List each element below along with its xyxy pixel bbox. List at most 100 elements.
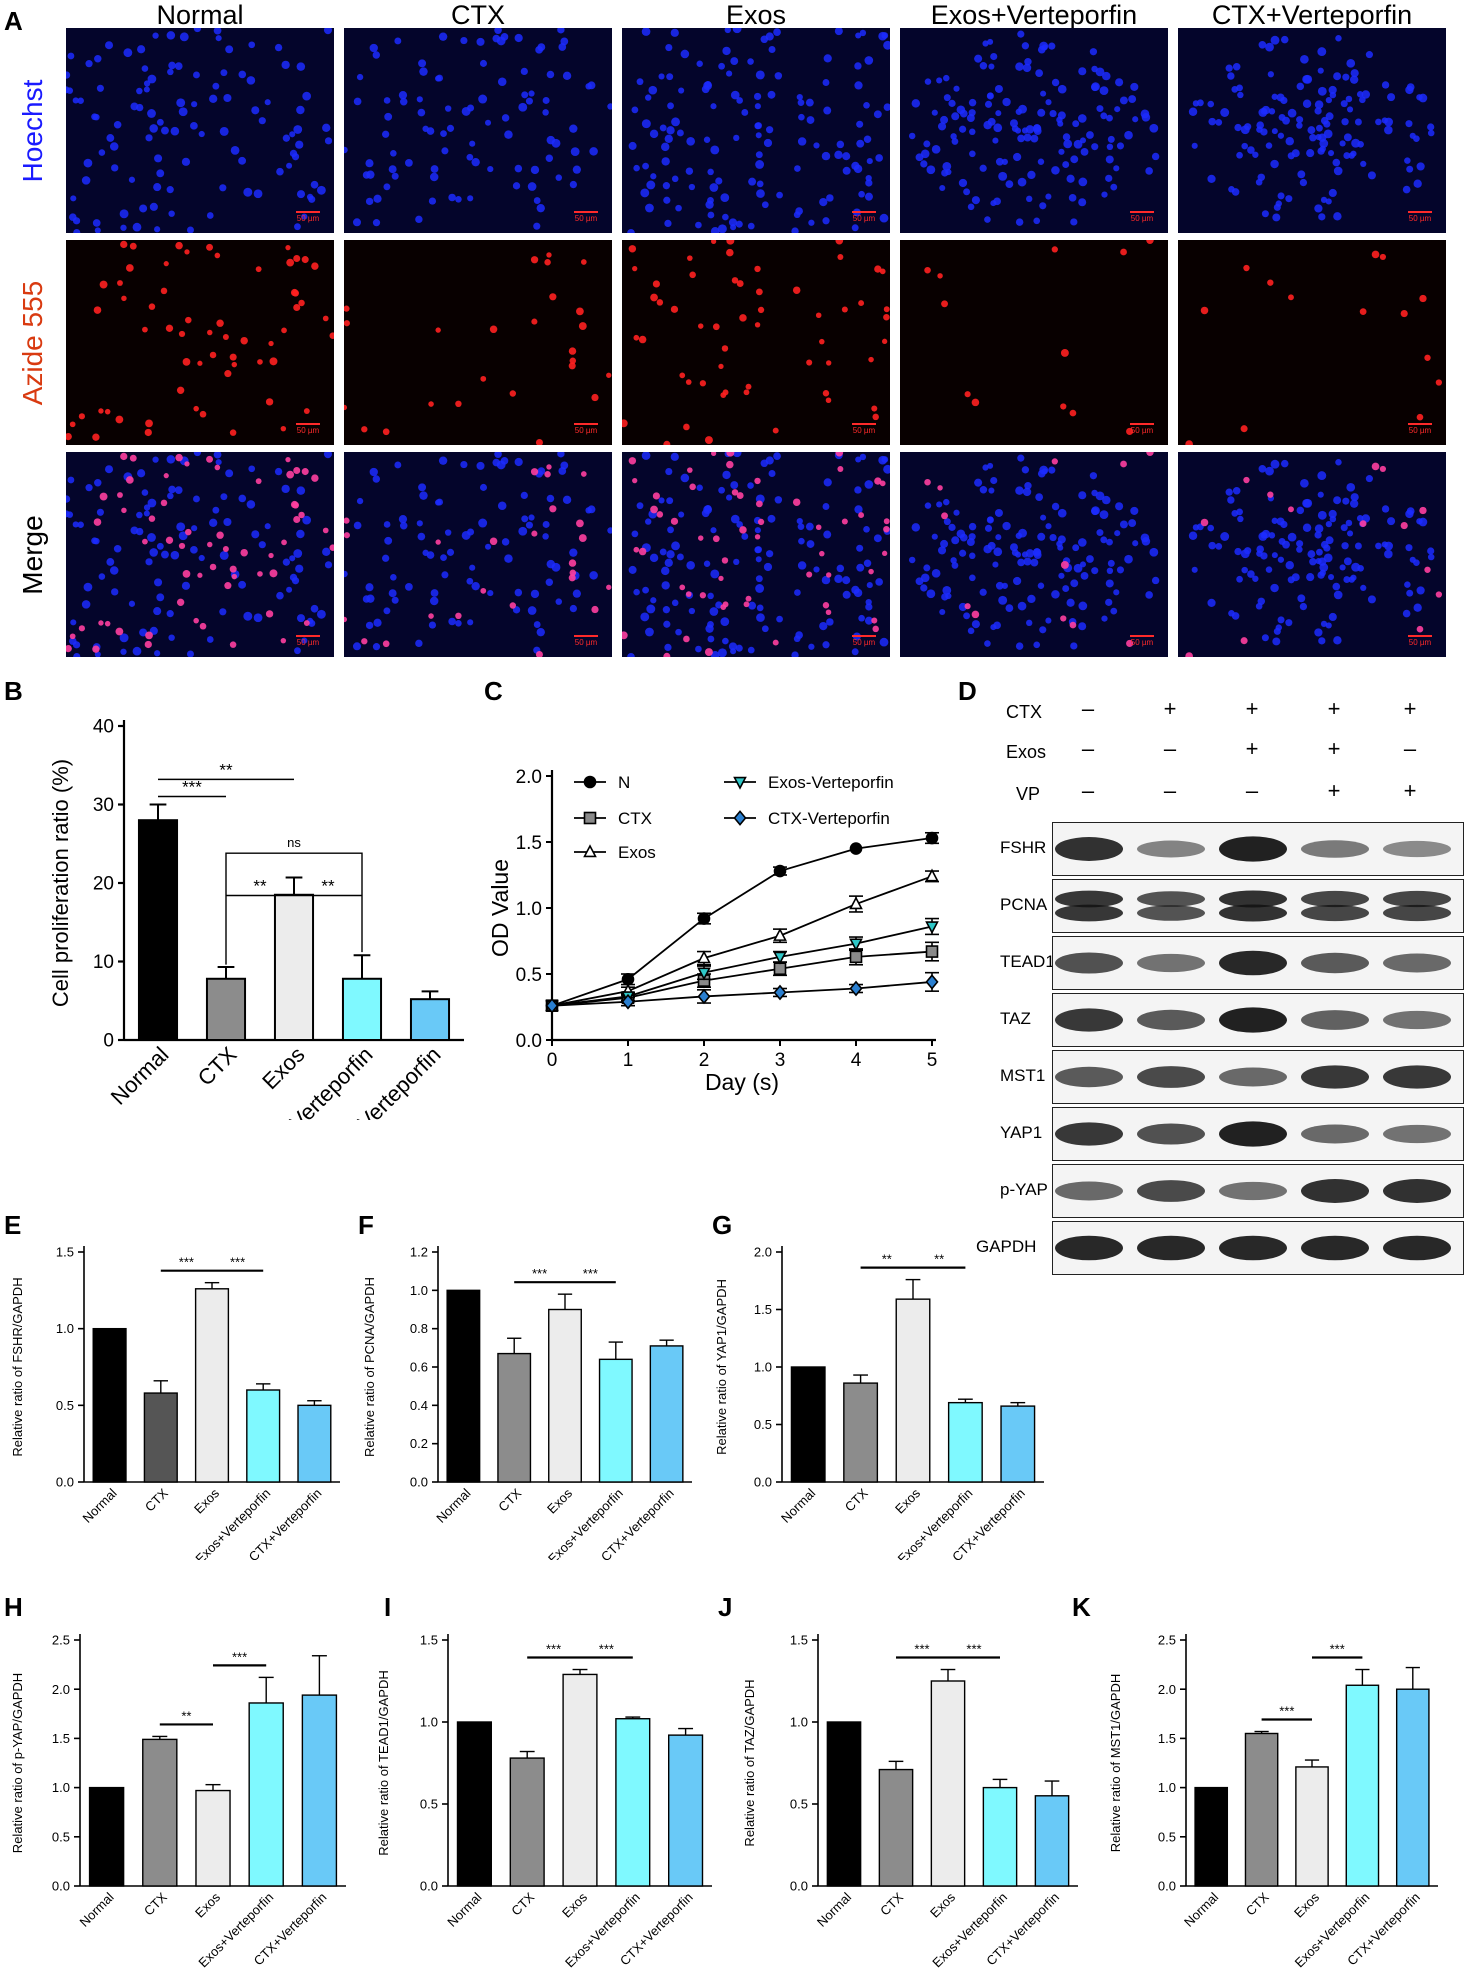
labeled-nucleus: [129, 242, 137, 250]
labeled-nucleus: [757, 518, 765, 526]
nucleus: [756, 189, 765, 198]
nucleus: [1316, 548, 1323, 556]
labeled-nucleus: [197, 360, 203, 366]
nucleus: [1017, 558, 1025, 567]
nucleus: [149, 548, 158, 557]
nucleus: [995, 157, 1004, 166]
nucleus: [1348, 152, 1355, 159]
nucleus: [1070, 155, 1079, 164]
nucleus: [109, 142, 119, 151]
nucleus: [940, 539, 949, 548]
labeled-nucleus: [66, 644, 72, 653]
nucleus: [310, 180, 319, 189]
nucleus: [206, 212, 214, 219]
nucleus: [154, 650, 161, 657]
nucleus: [645, 94, 652, 101]
nucleus: [168, 61, 176, 70]
nucleus: [920, 160, 928, 168]
labeled-nucleus: [544, 471, 551, 478]
nucleus: [1227, 72, 1235, 80]
labeled-nucleus: [546, 464, 552, 470]
labeled-nucleus: [125, 476, 134, 484]
nucleus: [660, 142, 670, 152]
bar: [195, 1789, 231, 1887]
labeled-nucleus: [822, 602, 830, 609]
nucleus: [863, 525, 870, 533]
labeled-nucleus: [1051, 458, 1058, 465]
bar: [843, 1382, 879, 1483]
y-tick-label: 0.0: [52, 1879, 70, 1894]
labeled-nucleus: [964, 391, 971, 398]
nucleus: [821, 151, 831, 161]
nucleus: [1342, 73, 1350, 81]
blot-band: [1383, 904, 1451, 922]
nucleus: [399, 98, 408, 106]
series-line: [551, 837, 933, 1007]
y-tick-label: 2.0: [52, 1682, 70, 1697]
nucleus: [670, 28, 679, 37]
nucleus: [1323, 544, 1331, 552]
nucleus: [987, 38, 994, 45]
nucleus: [1232, 486, 1241, 495]
nucleus: [1405, 544, 1413, 552]
microscopy-image: 50 µm: [622, 240, 890, 445]
nucleus: [441, 147, 449, 155]
nucleus: [94, 479, 102, 487]
nucleus: [796, 518, 803, 525]
blot-strip: [1052, 993, 1464, 1047]
nucleus: [1270, 35, 1280, 45]
nucleus: [264, 99, 271, 106]
blot-band: [1383, 840, 1451, 858]
scale-bar-label: 50 µm: [1408, 214, 1432, 223]
y-axis-label: Cell proliferation ratio (%): [48, 759, 73, 1007]
nucleus: [1360, 584, 1367, 591]
labeled-nucleus: [285, 245, 291, 251]
microscopy-image: 50 µm: [344, 452, 612, 657]
nucleus: [710, 226, 720, 233]
nucleus: [943, 74, 950, 82]
nucleus: [1252, 575, 1259, 582]
blot-band: [1219, 1067, 1287, 1087]
labeled-nucleus: [1240, 425, 1248, 433]
labeled-nucleus: [652, 492, 660, 500]
nucleus: [212, 82, 220, 90]
nucleus: [301, 637, 308, 644]
nucleus: [720, 617, 730, 626]
nucleus: [826, 618, 834, 626]
nucleus: [733, 134, 740, 142]
nucleus: [607, 103, 612, 110]
blot-band: [1301, 1010, 1369, 1030]
nucleus: [501, 114, 510, 122]
nucleus: [966, 114, 975, 123]
nucleus: [1105, 598, 1113, 606]
scale-bar: 50 µm: [1408, 211, 1432, 223]
labeled-nucleus: [772, 639, 779, 646]
nucleus: [258, 541, 266, 549]
nucleus: [1340, 100, 1348, 108]
nucleus: [156, 169, 165, 178]
scale-bar-label: 50 µm: [574, 638, 598, 647]
nucleus: [1140, 533, 1150, 543]
blot-band: [1055, 952, 1123, 974]
labeled-nucleus: [871, 617, 878, 624]
y-tick-label: 0.5: [56, 1398, 74, 1413]
nucleus: [225, 469, 234, 478]
nucleus: [1080, 571, 1089, 580]
category-label: Exos: [559, 1889, 590, 1920]
nucleus: [120, 224, 127, 231]
labeled-nucleus: [344, 532, 350, 539]
nucleus: [366, 170, 375, 179]
labeled-nucleus: [298, 511, 305, 519]
blot-band: [1055, 1066, 1123, 1088]
marker-triangle-down: [925, 921, 939, 935]
nucleus: [1124, 130, 1133, 140]
nucleus: [448, 193, 456, 202]
bar: [194, 1288, 230, 1483]
blot-label: TAZ: [1000, 1009, 1031, 1028]
bar: [248, 1702, 284, 1887]
category-label: Exos: [192, 1889, 223, 1920]
nucleus: [1299, 602, 1308, 611]
nucleus: [399, 522, 408, 530]
nucleus: [1387, 93, 1396, 102]
nucleus: [190, 121, 198, 130]
